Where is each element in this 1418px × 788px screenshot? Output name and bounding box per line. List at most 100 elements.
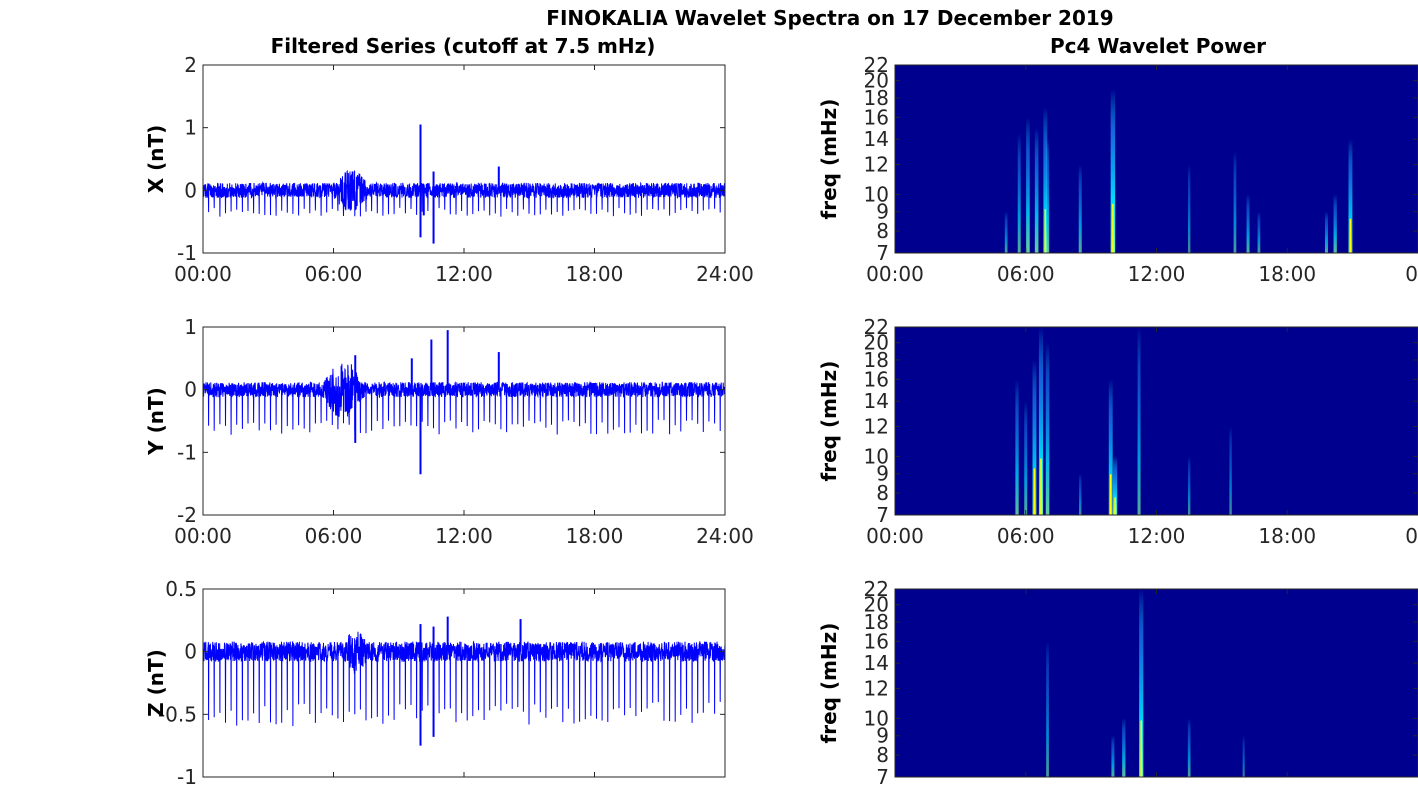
power-burst-14: [1348, 139, 1353, 253]
y-tick-label: 12: [864, 677, 889, 701]
y-tick-label: 22: [864, 53, 889, 77]
y-tick-label: 18: [864, 348, 889, 372]
x-tick-label: 00:00: [174, 524, 232, 548]
plot-area: [203, 589, 725, 777]
power-peak-3: [1140, 720, 1143, 777]
power-burst-1: [1111, 735, 1115, 777]
y-axis-label: freq (mHz): [817, 99, 841, 220]
power-burst-3: [1034, 127, 1039, 253]
x-tick-label: 18:00: [566, 524, 624, 548]
y-tick-label: 12: [864, 415, 889, 439]
y-tick-label: -1: [177, 241, 197, 265]
y-tick-label: -2: [177, 503, 197, 527]
x-tick-label: 18:00: [566, 262, 624, 286]
y-tick-label: 14: [864, 651, 889, 675]
y-tick-label: 20: [864, 69, 889, 93]
y-tick-label: 1: [184, 315, 197, 339]
x-tick-label: 00: [1405, 524, 1418, 548]
x-tick-label: 12:00: [1128, 262, 1186, 286]
y-tick-label: 16: [864, 367, 889, 391]
power-burst-3: [1038, 327, 1044, 515]
y-tick-label: 14: [864, 127, 889, 151]
x-tick-label: 18:00: [1258, 262, 1316, 286]
power-burst-4: [1045, 342, 1050, 515]
y-tick-label: 16: [864, 629, 889, 653]
power-burst-9: [1187, 456, 1191, 515]
y-axis-label: Y (nT): [144, 387, 168, 456]
x-tick-label: 06:00: [997, 524, 1055, 548]
y-tick-label: 2: [184, 53, 197, 77]
power-peak-2: [1033, 468, 1036, 515]
power-peak-6: [1109, 474, 1112, 515]
x-tick-label: 24:00: [696, 262, 754, 286]
power-burst-0: [1046, 641, 1049, 777]
power-burst-8: [1137, 327, 1141, 515]
power-burst-11: [1257, 211, 1261, 253]
y-tick-label: 0: [184, 640, 197, 664]
power-burst-1: [1024, 401, 1028, 515]
y-tick-label: 22: [864, 315, 889, 339]
y-tick-label: 7: [876, 241, 889, 265]
power-burst-10: [1229, 426, 1232, 515]
x-tick-label: 12:00: [435, 262, 493, 286]
power-burst-2: [1032, 359, 1037, 515]
power-burst-5: [1079, 473, 1082, 515]
y-tick-label: 18: [864, 610, 889, 634]
x-tick-label: 00:00: [866, 524, 924, 548]
y-tick-label: 10: [864, 444, 889, 468]
y-tick-label: 18: [864, 86, 889, 110]
y-axis-label: Z (nT): [144, 649, 168, 717]
power-burst-5: [1045, 139, 1050, 253]
x-tick-label: 12:00: [1128, 524, 1186, 548]
power-burst-4: [1187, 718, 1191, 777]
power-burst-10: [1246, 194, 1250, 253]
figure-title: FINOKALIA Wavelet Spectra on 17 December…: [546, 6, 1113, 30]
x-tick-label: 12:00: [435, 524, 493, 548]
x-tick-label: 00:00: [866, 262, 924, 286]
panel-y: -2 -1 0 1 00:00 06:00 12:00 18:00 24:00 Y (nT): [144, 315, 754, 548]
power-burst-2: [1122, 718, 1126, 777]
power-peak-7: [1114, 497, 1116, 515]
plot-area: [203, 327, 725, 515]
y-tick-label: 20: [864, 593, 889, 617]
power-burst-8: [1187, 164, 1191, 253]
y-tick-label: 9: [876, 462, 889, 486]
y-tick-label: 8: [876, 481, 889, 505]
x-tick-label: 00: [1405, 262, 1418, 286]
y-tick-label: 12: [864, 153, 889, 177]
right-column-title: Pc4 Wavelet Power: [1050, 34, 1266, 58]
x-tick-label: 06:00: [305, 262, 363, 286]
power-burst-7: [1110, 89, 1116, 253]
y-tick-label: -0.5: [158, 702, 197, 726]
y-tick-label: 9: [876, 200, 889, 224]
heatmap-background: [895, 65, 1418, 253]
x-tick-label: 06:00: [997, 262, 1055, 286]
y-tick-label: 1: [184, 116, 197, 140]
panel-x: -1 0 1 2 00:00 06:00 12:00 18:00 24:00 X (nT): [144, 53, 754, 286]
power-burst-3: [1139, 589, 1144, 777]
heatmap-background: [895, 327, 1418, 515]
plot-area: [203, 65, 725, 253]
y-tick-label: 7: [876, 765, 889, 788]
y-tick-label: 20: [864, 331, 889, 355]
power-peak-14: [1349, 218, 1352, 253]
y-tick-label: 0: [184, 378, 197, 402]
y-tick-label: 8: [876, 743, 889, 767]
series-line-y: [203, 363, 725, 435]
power-burst-7: [1112, 456, 1118, 515]
y-tick-label: 14: [864, 389, 889, 413]
power-burst-5: [1242, 735, 1245, 777]
power-burst-0: [1015, 379, 1019, 515]
power-peak-4: [1044, 209, 1047, 253]
left-column-title: Filtered Series (cutoff at 7.5 mHz): [271, 34, 656, 58]
y-tick-label: 22: [864, 577, 889, 601]
y-tick-label: -1: [177, 440, 197, 464]
power-peak-7: [1112, 203, 1114, 253]
power-burst-6: [1078, 164, 1082, 253]
x-tick-label: 06:00: [305, 524, 363, 548]
y-tick-label: 0: [184, 178, 197, 202]
power-burst-4: [1043, 107, 1048, 253]
y-axis-label: X (nT): [144, 125, 168, 194]
